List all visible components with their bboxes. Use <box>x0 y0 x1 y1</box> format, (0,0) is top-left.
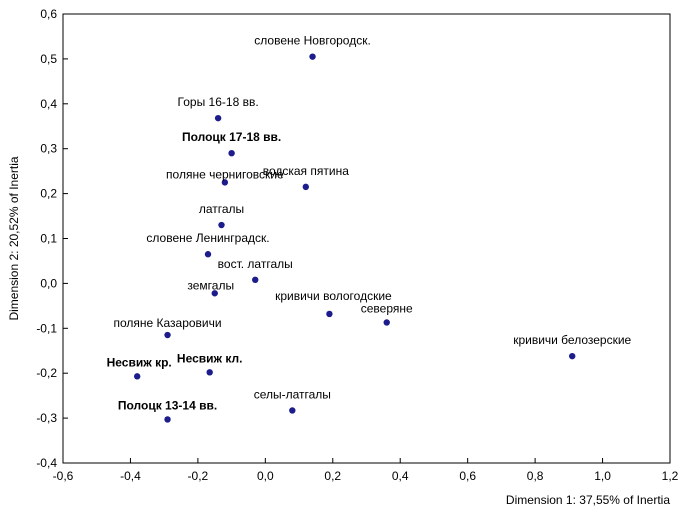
point-label: Несвиж кр. <box>107 355 172 369</box>
x-tick-label: 0,4 <box>392 469 409 483</box>
y-tick-label: 0,1 <box>40 232 57 246</box>
point-label: селы-латгалы <box>254 387 331 401</box>
data-point <box>326 310 333 318</box>
axis-ticks: -0,6 -0,4 -0,2 0,0 0,2 0,4 0,6 0,8 1,0 1,2-0,4-0,… <box>36 7 678 483</box>
point-label: Горы 16-18 вв. <box>178 95 259 109</box>
x-tick-label: -0,2 <box>188 469 209 483</box>
point-label: вост. латгалы <box>218 257 293 271</box>
y-tick-label: -0,3 <box>36 411 57 425</box>
data-points: словене Новгородск. Горы 16-18 вв. Полоцк … <box>107 34 632 423</box>
point-label: словене Новгородск. <box>254 34 371 48</box>
data-point <box>302 183 309 191</box>
point-label: северяне <box>361 301 413 315</box>
point-label: кривичи вологодские <box>275 289 392 303</box>
point-label: поляне Казаровичи <box>113 316 221 330</box>
point-label: земгалы <box>187 278 234 292</box>
data-point <box>133 373 141 380</box>
point-label: поляне черниговские <box>166 167 284 181</box>
data-point <box>569 352 576 360</box>
point-label: Несвиж кл. <box>177 351 243 365</box>
data-point <box>164 416 171 423</box>
x-tick-label: 0,0 <box>257 469 274 483</box>
data-point <box>214 114 222 122</box>
x-tick-label: -0,4 <box>120 469 141 483</box>
data-point <box>204 251 212 258</box>
data-point <box>164 331 171 339</box>
point-label: Полоцк 17-18 вв. <box>182 130 281 144</box>
point-label: латгалы <box>199 202 244 216</box>
x-tick-label: -0,6 <box>53 469 74 483</box>
y-axis-title: Dimension 2: 20,52% of Inertia <box>7 156 21 320</box>
y-tick-label: -0,4 <box>36 456 57 470</box>
point-label: водская пятина <box>263 164 349 178</box>
x-axis-title: Dimension 1: 37,55% of Inertia <box>506 493 670 507</box>
x-tick-label: 0,6 <box>459 469 476 483</box>
x-tick-label: 0,2 <box>324 469 341 483</box>
y-tick-label: 0,3 <box>40 142 57 156</box>
data-point <box>211 290 218 297</box>
data-point <box>289 407 296 414</box>
y-tick-label: 0,5 <box>40 52 57 66</box>
x-tick-label: 1,0 <box>594 469 611 483</box>
data-point <box>218 221 225 229</box>
point-label: словене Ленинградск. <box>146 231 269 245</box>
data-point <box>228 149 235 157</box>
data-point <box>252 276 259 284</box>
point-label: кривичи белозерские <box>513 333 631 347</box>
x-tick-label: 1,2 <box>662 469 679 483</box>
data-point <box>206 369 213 376</box>
y-tick-label: -0,2 <box>36 366 57 380</box>
data-point <box>309 53 316 60</box>
y-tick-label: 0,2 <box>40 187 57 201</box>
y-tick-label: 0,4 <box>40 97 57 111</box>
data-point <box>383 319 390 326</box>
y-tick-label: 0,0 <box>40 276 57 290</box>
y-tick-label: 0,6 <box>40 7 57 21</box>
x-tick-label: 0,8 <box>527 469 544 483</box>
point-label: Полоцк 13-14 вв. <box>118 398 217 412</box>
y-tick-label: -0,1 <box>36 321 57 335</box>
data-point <box>221 179 229 186</box>
